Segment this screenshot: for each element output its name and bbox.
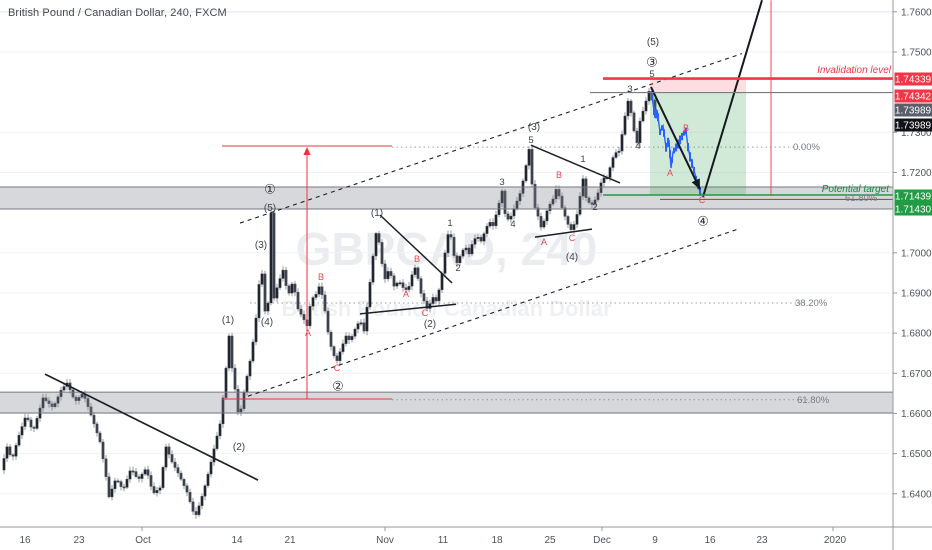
price-label-1.71430: 1.71430 xyxy=(895,205,932,216)
svg-text:C: C xyxy=(334,363,341,373)
svg-text:16: 16 xyxy=(704,535,716,546)
svg-text:11: 11 xyxy=(438,535,449,546)
svg-text:1.75000: 1.75000 xyxy=(901,48,932,59)
svg-text:③: ③ xyxy=(646,55,658,70)
price-label-1.73989: 1.73989 xyxy=(895,106,932,117)
svg-text:25: 25 xyxy=(544,535,556,546)
svg-text:18: 18 xyxy=(491,535,503,546)
svg-text:1.76000: 1.76000 xyxy=(901,7,932,18)
svg-text:1.70000: 1.70000 xyxy=(901,248,932,259)
time-axis[interactable]: 16 23 Oct 14 21 Nov 11 18 25 Dec 9 16 23 2020 xyxy=(19,527,847,546)
svg-text:1: 1 xyxy=(447,218,452,229)
svg-text:(2): (2) xyxy=(424,319,436,330)
price-label-1.71439: 1.71439 xyxy=(895,192,932,203)
symbol-title[interactable]: British Pound / Canadian Dollar, 240, FX… xyxy=(8,7,227,19)
fib-retracement[interactable] xyxy=(250,146,808,401)
svg-text:3: 3 xyxy=(499,177,504,188)
svg-text:(4): (4) xyxy=(566,252,578,263)
svg-text:1.64000: 1.64000 xyxy=(901,489,932,500)
svg-text:1.68000: 1.68000 xyxy=(901,329,932,340)
svg-text:B: B xyxy=(556,170,562,180)
svg-text:A: A xyxy=(667,168,673,178)
svg-text:C: C xyxy=(569,233,576,243)
svg-text:2: 2 xyxy=(455,263,460,274)
svg-text:1.72000: 1.72000 xyxy=(901,168,932,179)
svg-text:21: 21 xyxy=(284,535,296,546)
measurement-tool[interactable] xyxy=(222,145,392,400)
potential-target-label: Potential target xyxy=(821,184,889,195)
svg-text:2020: 2020 xyxy=(824,535,847,546)
invalidation-level-label: Invalidation level xyxy=(817,65,891,76)
svg-text:4: 4 xyxy=(635,141,640,152)
svg-text:1.67000: 1.67000 xyxy=(901,369,932,380)
price-label-1.73989: 1.73989 xyxy=(895,121,932,132)
svg-text:5: 5 xyxy=(528,135,533,146)
svg-text:①: ① xyxy=(264,182,276,197)
candlestick-series[interactable] xyxy=(2,88,657,519)
svg-text:(3): (3) xyxy=(255,240,267,251)
svg-text:B: B xyxy=(318,272,324,282)
svg-text:(5): (5) xyxy=(647,37,659,48)
projection-arrows[interactable] xyxy=(650,0,763,198)
svg-text:(2): (2) xyxy=(233,442,245,453)
svg-text:A: A xyxy=(541,237,547,247)
svg-text:(3): (3) xyxy=(528,122,540,133)
svg-text:23: 23 xyxy=(73,535,85,546)
svg-text:14: 14 xyxy=(231,535,243,546)
svg-text:1.69000: 1.69000 xyxy=(901,288,932,299)
svg-text:3: 3 xyxy=(627,84,632,95)
svg-text:1: 1 xyxy=(580,154,585,165)
svg-text:A: A xyxy=(403,289,409,299)
svg-text:0.00%: 0.00% xyxy=(793,142,820,153)
svg-text:B: B xyxy=(414,254,420,264)
svg-text:1.73000: 1.73000 xyxy=(901,128,932,139)
svg-text:9: 9 xyxy=(652,535,658,546)
svg-text:Nov: Nov xyxy=(376,535,394,546)
price-label-1.74342: 1.74342 xyxy=(895,92,932,103)
grid-lines xyxy=(0,11,893,495)
svg-text:61.80%: 61.80% xyxy=(845,193,878,204)
svg-text:C: C xyxy=(699,195,706,205)
svg-text:(1): (1) xyxy=(371,208,383,219)
price-level-lines[interactable] xyxy=(590,77,893,200)
svg-text:(1): (1) xyxy=(222,315,234,326)
svg-text:2: 2 xyxy=(592,202,597,213)
wave-labels: (1) (2) (3) (4) (5) (1) (2) 1 2 3 4 5 (3) (4) 1 2 3 4 5 (5)… xyxy=(222,37,709,453)
svg-text:②: ② xyxy=(332,379,344,394)
svg-text:(5): (5) xyxy=(264,203,276,214)
fib-percentage-labels: 0.00% 38.20% 61.80% 61.80% xyxy=(793,142,878,406)
svg-text:23: 23 xyxy=(756,535,768,546)
svg-text:1.65000: 1.65000 xyxy=(901,449,932,460)
price-label-1.74339: 1.74339 xyxy=(895,75,932,86)
trendlines[interactable] xyxy=(44,53,743,481)
svg-text:C: C xyxy=(422,308,429,318)
svg-text:A: A xyxy=(305,328,311,338)
svg-text:(4): (4) xyxy=(261,317,273,328)
svg-text:Oct: Oct xyxy=(135,535,151,546)
svg-text:B: B xyxy=(683,123,689,133)
svg-text:4: 4 xyxy=(510,219,515,230)
support-resistance-zones[interactable] xyxy=(0,186,893,414)
svg-text:1.66000: 1.66000 xyxy=(901,409,932,420)
svg-text:④: ④ xyxy=(697,214,709,229)
price-axis[interactable]: 1.76000 1.75000 1.73000 1.72000 1.70000 1.690… xyxy=(893,7,932,500)
svg-text:16: 16 xyxy=(19,535,31,546)
svg-text:5: 5 xyxy=(649,69,654,80)
svg-text:Dec: Dec xyxy=(593,535,611,546)
svg-text:38.20%: 38.20% xyxy=(795,298,828,309)
svg-text:61.80%: 61.80% xyxy=(797,395,830,406)
